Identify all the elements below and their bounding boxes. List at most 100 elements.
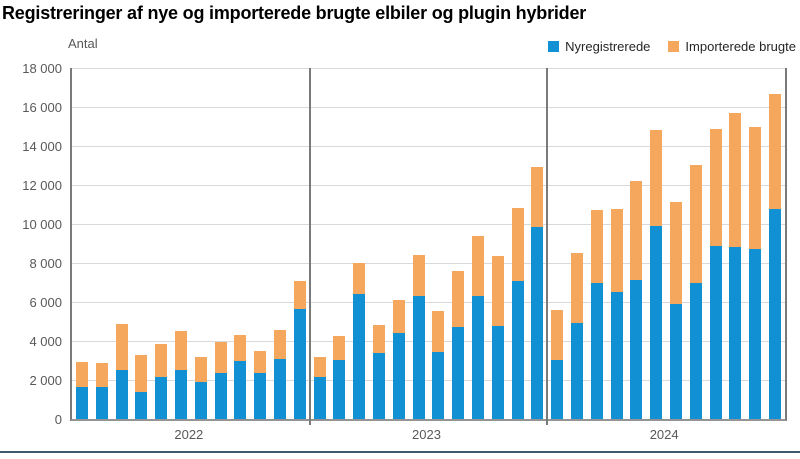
stacked-bar [293, 280, 306, 419]
bar-segment-nyregistrerede [234, 361, 247, 419]
gridline [72, 263, 785, 264]
stacked-bar [115, 324, 128, 419]
bar-segment-importerede-brugte [709, 129, 722, 247]
y-axis-tick-label: 18 000 [22, 61, 62, 76]
y-axis-unit-label: Antal [68, 36, 98, 51]
bar-segment-importerede-brugte [392, 300, 405, 334]
y-axis-tick-label: 4 000 [29, 334, 62, 349]
bar-segment-nyregistrerede [452, 327, 465, 419]
bar-segment-importerede-brugte [75, 362, 88, 387]
stacked-bar [333, 336, 346, 419]
bar-segment-nyregistrerede [372, 352, 385, 419]
stacked-bar [313, 356, 326, 419]
stacked-bar [511, 208, 524, 419]
stacked-bar [254, 350, 267, 419]
bar-segment-nyregistrerede [689, 282, 702, 419]
gridline [72, 380, 785, 381]
bar-segment-nyregistrerede [353, 294, 366, 419]
bar-segment-nyregistrerede [769, 209, 782, 419]
stacked-bar [590, 210, 603, 419]
bar-segment-importerede-brugte [571, 253, 584, 324]
x-axis-year-label: 2022 [174, 427, 204, 442]
bar-segment-nyregistrerede [174, 370, 187, 419]
stacked-bar [432, 310, 445, 419]
bar-segment-nyregistrerede [531, 226, 544, 419]
stacked-bar [372, 325, 385, 419]
y-axis-tick-label: 12 000 [22, 178, 62, 193]
y-axis-tick-label: 0 [54, 412, 62, 427]
bar-segment-nyregistrerede [412, 296, 425, 419]
stacked-bar [194, 356, 207, 419]
bar-segment-nyregistrerede [194, 381, 207, 419]
bar-segment-nyregistrerede [590, 282, 603, 419]
stacked-bar [155, 343, 168, 419]
bar-segment-nyregistrerede [729, 247, 742, 419]
plot-area [70, 68, 787, 425]
stacked-bar [273, 330, 286, 419]
bar-segment-nyregistrerede [273, 358, 286, 419]
legend-label: Importerede brugte [685, 39, 796, 54]
stacked-bar [491, 256, 504, 419]
bar-segment-importerede-brugte [353, 263, 366, 295]
y-axis-tick-label: 14 000 [22, 139, 62, 154]
stacked-bar [472, 235, 484, 419]
year-separator-line [546, 68, 549, 425]
gridline [72, 302, 785, 303]
year-group-2023 [310, 68, 548, 419]
bar-segment-nyregistrerede [135, 391, 148, 419]
bar-segment-importerede-brugte [729, 112, 742, 248]
stacked-bar [234, 335, 247, 419]
y-axis-tick-label: 8 000 [29, 256, 62, 271]
stacked-bar [214, 342, 227, 419]
bar-segment-nyregistrerede [571, 323, 584, 419]
gridline [72, 185, 785, 186]
stacked-bar [769, 94, 782, 419]
chart-title: Registreringer af nye og importerede bru… [2, 3, 587, 23]
bar-segment-importerede-brugte [452, 270, 465, 328]
bar-segment-importerede-brugte [472, 235, 484, 297]
stacked-bar [452, 270, 465, 419]
bar-segment-importerede-brugte [254, 350, 267, 374]
bar-segment-importerede-brugte [214, 342, 227, 374]
bar-segment-importerede-brugte [531, 167, 544, 227]
bar-segment-importerede-brugte [590, 210, 603, 283]
legend-item: Nyregistrerede [548, 39, 650, 54]
bar-segment-nyregistrerede [214, 373, 227, 419]
stacked-bar [353, 263, 366, 419]
stacked-bar [95, 363, 108, 419]
bar-segment-importerede-brugte [95, 363, 108, 387]
bar-segment-nyregistrerede [551, 359, 564, 419]
bar-segment-nyregistrerede [630, 279, 643, 419]
bar-segment-importerede-brugte [115, 324, 128, 371]
x-axis-year-label: 2024 [649, 427, 679, 442]
bar-segment-nyregistrerede [511, 280, 524, 419]
stacked-bar [135, 354, 148, 419]
bar-segment-importerede-brugte [293, 280, 306, 309]
bar-segment-importerede-brugte [333, 336, 346, 360]
bar-segment-importerede-brugte [313, 356, 326, 378]
stacked-bar [412, 255, 425, 419]
stacked-bar [75, 362, 88, 419]
bar-segment-nyregistrerede [709, 246, 722, 419]
bar-segment-nyregistrerede [115, 370, 128, 419]
bar-segment-importerede-brugte [689, 164, 702, 283]
bar-segment-importerede-brugte [610, 209, 623, 293]
bar-segment-importerede-brugte [273, 330, 286, 359]
y-axis-tick-label: 10 000 [22, 217, 62, 232]
y-axis-tick-label: 2 000 [29, 373, 62, 388]
legend-swatch-icon [548, 41, 560, 52]
x-axis-year-label: 2023 [412, 427, 441, 442]
year-group-2024 [547, 68, 785, 419]
bar-segment-nyregistrerede [670, 303, 683, 419]
stacked-bar [531, 167, 544, 419]
bar-segment-nyregistrerede [392, 333, 405, 419]
gridline [72, 146, 785, 147]
y-axis-tick-label: 6 000 [29, 295, 62, 310]
bar-segment-importerede-brugte [670, 201, 683, 304]
bar-segment-nyregistrerede [432, 351, 445, 419]
bar-segment-nyregistrerede [254, 373, 267, 419]
bar-segment-nyregistrerede [610, 292, 623, 419]
bar-segment-importerede-brugte [650, 130, 663, 226]
bar-segment-importerede-brugte [749, 127, 762, 250]
